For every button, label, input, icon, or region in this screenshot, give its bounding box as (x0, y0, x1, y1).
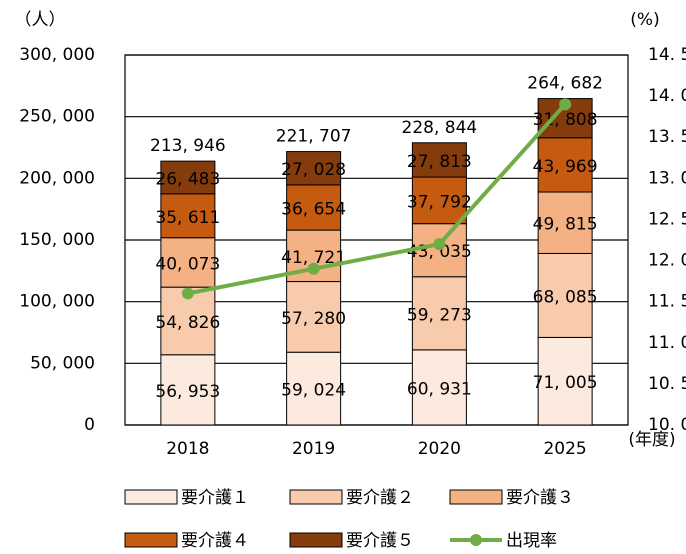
data-label: 43, 969 (533, 157, 598, 177)
legend-label: 要介護４ (181, 531, 249, 551)
bar-segment (286, 351, 342, 426)
y2-tick-label: 10. 0 (648, 415, 686, 435)
bar-segment (537, 137, 593, 193)
total-label: 221, 707 (276, 127, 352, 147)
line (187, 102, 567, 296)
legend-swatch (449, 489, 503, 505)
y2-tick-label: 14. 5 (648, 45, 686, 65)
y-tick-label: 0 (84, 415, 95, 435)
x-tick-label: 2025 (543, 439, 586, 459)
bar-segment (160, 193, 216, 239)
bar-segment (411, 223, 467, 278)
x-tick-label: 2020 (418, 439, 461, 459)
data-label: 27, 028 (281, 160, 346, 180)
data-label: 59, 024 (281, 381, 346, 401)
x-unit: (年度) (628, 430, 675, 450)
line-marker (433, 238, 446, 251)
data-label: 36, 654 (281, 199, 346, 219)
total-label: 213, 946 (150, 136, 226, 156)
bar-segment (286, 281, 342, 353)
data-label: 68, 085 (533, 287, 598, 307)
y-tick-label: 250, 000 (19, 107, 95, 127)
data-label: 26, 483 (155, 169, 220, 189)
y2-tick-label: 11. 0 (648, 333, 686, 353)
data-label: 60, 931 (407, 379, 472, 399)
line-marker (181, 287, 194, 300)
data-label: 54, 826 (155, 313, 220, 333)
y2-tick-label: 12. 0 (648, 251, 686, 271)
legend-swatch (124, 532, 178, 548)
data-label: 71, 005 (533, 373, 598, 393)
bar-segment (160, 160, 216, 195)
data-label: 41, 721 (281, 248, 346, 268)
y2-tick-label: 10. 5 (648, 374, 686, 394)
data-label: 56, 953 (155, 382, 220, 402)
data-label: 49, 815 (533, 215, 598, 235)
data-label: 57, 280 (281, 309, 346, 329)
y-tick-label: 50, 000 (30, 353, 95, 373)
bar-segment (160, 237, 216, 288)
y-tick-label: 300, 000 (19, 45, 95, 65)
bar-segment (286, 151, 342, 186)
y2-tick-label: 12. 5 (648, 209, 686, 229)
bar-segment (411, 176, 467, 225)
y2-tick-label: 14. 0 (648, 86, 686, 106)
legend-label: 要介護１ (181, 488, 249, 508)
bar-segment (537, 252, 593, 338)
plot-border (124, 54, 629, 426)
legend-label: 出現率 (506, 531, 557, 551)
data-label: 40, 073 (155, 254, 220, 274)
bar-segment (411, 349, 467, 426)
line-marker (307, 262, 320, 275)
y2-unit: (%) (630, 10, 659, 30)
data-label: 27, 813 (407, 152, 472, 172)
legend-label: 要介護５ (346, 531, 414, 551)
bar-segment (411, 276, 467, 351)
legend-swatch (289, 489, 343, 505)
y2-tick-label: 13. 5 (648, 127, 686, 147)
y-tick-label: 100, 000 (19, 292, 95, 312)
data-label: 59, 273 (407, 305, 472, 325)
legend-label: 要介護３ (506, 488, 574, 508)
legend-swatch (289, 532, 343, 548)
y-tick-label: 200, 000 (19, 168, 95, 188)
x-tick-label: 2018 (166, 439, 209, 459)
y-unit: （人） (15, 10, 66, 30)
total-label: 228, 844 (402, 118, 478, 138)
total-label: 264, 682 (527, 74, 603, 94)
bar-segment (537, 191, 593, 254)
line-marker (559, 98, 572, 111)
bar-segment (537, 336, 593, 426)
legend-label: 要介護２ (346, 488, 414, 508)
y-tick-label: 150, 000 (19, 230, 95, 250)
legend-swatch (124, 489, 178, 505)
y2-tick-label: 13. 0 (648, 168, 686, 188)
y2-tick-label: 11. 5 (648, 292, 686, 312)
data-label: 35, 611 (155, 208, 220, 228)
bar-segment (286, 184, 342, 231)
x-tick-label: 2019 (292, 439, 335, 459)
legend-marker (470, 534, 482, 546)
data-label: 37, 792 (407, 192, 472, 212)
bar-segment (411, 142, 467, 178)
